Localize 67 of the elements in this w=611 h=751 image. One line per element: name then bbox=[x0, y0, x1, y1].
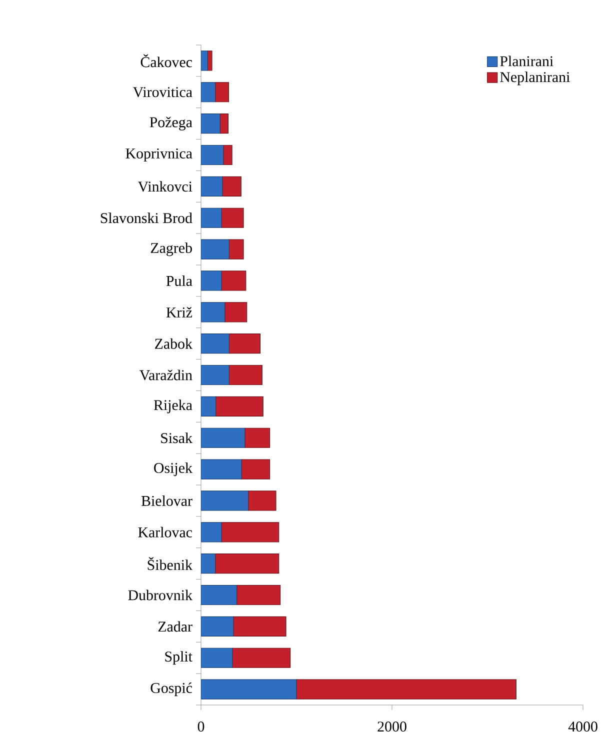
bar bbox=[236, 584, 281, 606]
bar bbox=[201, 176, 223, 196]
bar bbox=[201, 616, 234, 636]
bar bbox=[215, 82, 229, 102]
bar bbox=[201, 302, 226, 322]
bar bbox=[244, 428, 270, 448]
legend-label: Planirani bbox=[500, 56, 554, 66]
y-tick-label: Zadar bbox=[158, 621, 192, 632]
bar bbox=[228, 334, 261, 354]
bar bbox=[201, 584, 238, 606]
legend-label: Neplanirani bbox=[500, 72, 570, 86]
bar bbox=[201, 82, 216, 102]
y-tick-label: Požega bbox=[150, 116, 192, 130]
bar bbox=[201, 522, 222, 542]
bar bbox=[224, 302, 248, 322]
y-tick-label: Koprivnica bbox=[126, 148, 192, 162]
y-tick-label: Vinkovci bbox=[138, 181, 192, 192]
bar bbox=[220, 114, 229, 134]
y-tick-label: Pula bbox=[166, 275, 192, 286]
y-tick-label: Dubrovnik bbox=[128, 590, 192, 600]
y-tick-label: Osijek bbox=[154, 462, 192, 476]
y-tick-label: Virovitica bbox=[132, 87, 192, 98]
bar bbox=[201, 114, 220, 134]
bar bbox=[223, 144, 232, 166]
bar bbox=[216, 396, 264, 416]
bar bbox=[201, 554, 216, 574]
bar bbox=[201, 428, 246, 448]
bar bbox=[201, 396, 216, 416]
bar bbox=[241, 459, 270, 480]
bar bbox=[221, 522, 280, 542]
y-tick-label: Zagreb bbox=[150, 242, 192, 256]
bar bbox=[221, 270, 246, 291]
bar bbox=[201, 459, 242, 480]
x-tick-label: 4000 bbox=[568, 722, 598, 732]
bar bbox=[201, 208, 222, 228]
y-tick-label: Gospić bbox=[150, 682, 192, 696]
bar bbox=[248, 490, 276, 511]
bar bbox=[222, 176, 242, 196]
y-tick-label: Sisak bbox=[161, 432, 192, 444]
x-tick-label: 0 bbox=[198, 722, 204, 732]
bar bbox=[207, 50, 212, 71]
y-tick-label: Bielovar bbox=[141, 495, 192, 506]
bar bbox=[201, 334, 230, 354]
bar bbox=[228, 364, 262, 386]
bar bbox=[228, 239, 244, 260]
x-tick-label: 2000 bbox=[378, 722, 406, 732]
y-tick-label: Split bbox=[165, 651, 192, 665]
bar bbox=[201, 679, 297, 700]
bar bbox=[296, 679, 516, 700]
bar bbox=[201, 239, 230, 260]
bar bbox=[201, 144, 224, 166]
bar bbox=[201, 364, 230, 386]
bar bbox=[201, 490, 249, 511]
bar bbox=[201, 648, 233, 668]
bar bbox=[232, 648, 291, 668]
y-tick-label: Šibenik bbox=[148, 557, 192, 570]
bar bbox=[221, 208, 244, 228]
y-tick-label: Čakovec bbox=[140, 54, 192, 68]
bar bbox=[233, 616, 286, 636]
y-tick-label: Varaždin bbox=[140, 370, 192, 380]
y-tick-label: Karlovac bbox=[138, 526, 192, 538]
y-tick-label: Križ bbox=[166, 306, 192, 318]
y-tick-label: Slavonski Brod bbox=[100, 212, 192, 224]
bar bbox=[201, 270, 222, 291]
bar bbox=[215, 554, 280, 574]
y-tick-label: Rijeka bbox=[154, 400, 192, 414]
y-tick-label: Zabok bbox=[155, 338, 192, 349]
